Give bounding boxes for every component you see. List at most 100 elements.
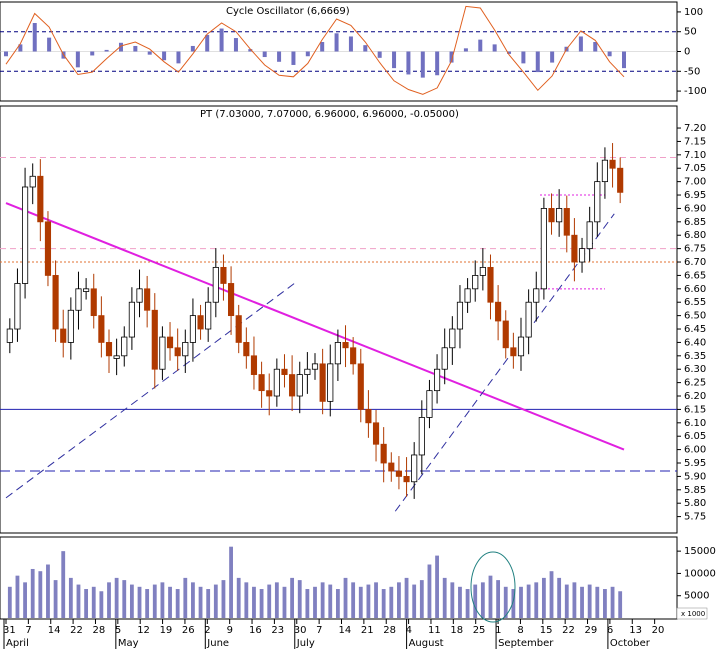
x-tick-label: 6 <box>607 625 613 636</box>
osc-tick-label: -50 <box>684 66 700 77</box>
candle-body <box>449 328 456 349</box>
candle-body <box>212 266 219 303</box>
candle-body <box>22 186 29 284</box>
volume-bar <box>305 589 310 618</box>
volume-tick-label: 15000 <box>684 546 716 557</box>
volume-bar <box>129 584 134 618</box>
volume-unit-label: x 1000 <box>681 610 705 618</box>
candle-body <box>319 363 326 402</box>
price-title: PT (7.03000, 7.07000, 6.96000, 6.96000, … <box>200 109 459 120</box>
candle-body <box>266 390 273 397</box>
x-tick-label: 4 <box>406 625 412 636</box>
candle-body <box>563 208 570 236</box>
candle-body <box>60 328 67 343</box>
candle-body <box>601 159 608 183</box>
x-tick-label: 1 <box>495 625 501 636</box>
candle-body <box>334 342 341 365</box>
volume-highlight-circle <box>470 551 516 623</box>
price-tick-label: 6.30 <box>684 364 706 375</box>
osc-histogram-bar <box>176 51 181 64</box>
candle-body <box>556 208 563 223</box>
price-tick-label: 6.20 <box>684 391 706 402</box>
volume-bar <box>366 584 371 618</box>
candle-body <box>205 301 212 330</box>
volume-bar <box>267 584 272 618</box>
candle-body <box>495 301 502 322</box>
candle-body <box>517 336 525 357</box>
osc-histogram-bar <box>4 51 8 57</box>
candle-body <box>380 443 387 464</box>
osc-histogram-bar <box>392 51 397 69</box>
price-tick-label: 6.80 <box>684 230 706 241</box>
x-tick-label: 5 <box>115 625 121 636</box>
x-tick-label: 7 <box>25 625 31 636</box>
price-tick-label: 7.20 <box>684 123 706 134</box>
volume-bar <box>137 586 142 618</box>
candle-body <box>304 368 311 375</box>
candle-body <box>243 342 250 357</box>
price-tick-label: 7.05 <box>684 163 706 174</box>
volume-bar <box>221 580 226 618</box>
volume-bar <box>175 589 180 618</box>
osc-histogram-bar <box>277 51 282 62</box>
osc-histogram-bar <box>420 51 425 78</box>
price-panel <box>0 105 678 534</box>
osc-histogram-bar <box>463 48 468 52</box>
candle-body <box>586 221 593 250</box>
candle-body <box>327 363 334 402</box>
x-tick-label: 29 <box>585 625 598 636</box>
price-tick-label: 6.35 <box>684 351 706 362</box>
osc-histogram-bar <box>622 51 626 69</box>
trendline-dashed <box>5 280 299 499</box>
volume-bar <box>335 589 340 618</box>
volume-bar <box>206 589 211 618</box>
trendline-dashed <box>394 213 615 512</box>
volume-bar <box>549 571 554 618</box>
volume-bar <box>23 582 27 618</box>
month-label: October <box>610 638 651 649</box>
candle-body <box>617 167 624 193</box>
volume-tick-label: 5000 <box>684 591 709 602</box>
volume-bar <box>290 577 295 618</box>
osc-histogram-bar <box>363 45 368 52</box>
candle-body <box>434 368 441 392</box>
price-tick-label: 6.05 <box>684 431 706 442</box>
volume-bar <box>397 582 401 618</box>
osc-histogram-bar <box>90 51 95 56</box>
price-tick-label: 6.65 <box>684 270 706 281</box>
volume-bar <box>160 582 165 618</box>
candle-body <box>479 266 486 276</box>
candle-body <box>571 234 578 263</box>
volume-bar <box>389 586 394 618</box>
volume-bar <box>99 591 104 618</box>
candle-body <box>67 309 74 343</box>
candle-body <box>456 301 464 330</box>
volume-bar <box>488 575 493 618</box>
candle-body <box>388 462 395 472</box>
osc-histogram-bar <box>291 51 296 65</box>
volume-bar <box>84 589 89 618</box>
osc-histogram-bar <box>147 51 152 55</box>
candle-body <box>372 422 380 445</box>
price-tick-label: 7.00 <box>684 177 706 188</box>
candle-body <box>14 283 21 330</box>
candle-body <box>113 355 120 359</box>
oscillator-title: Cycle Oscillator (6,6669) <box>226 6 350 17</box>
volume-bar <box>236 577 241 618</box>
price-tick-label: 5.95 <box>684 458 706 469</box>
volume-bar <box>427 564 432 618</box>
volume-bar <box>480 582 485 618</box>
candle-body <box>75 288 82 311</box>
price-tick-label: 6.15 <box>684 404 706 415</box>
month-label: August <box>409 638 444 649</box>
candle-body <box>350 347 357 365</box>
candle-body <box>83 288 90 292</box>
candle-body <box>105 342 113 357</box>
price-tick-label: 6.95 <box>684 190 706 201</box>
price-layer: 7.20 7.15 7.10 7.05 7.00 6.95 6.90 6.85 6.80 6.75… <box>0 123 706 523</box>
volume-bar <box>450 582 455 618</box>
candle-body <box>418 417 425 456</box>
month-label: June <box>206 638 229 649</box>
candle-body <box>90 288 97 317</box>
